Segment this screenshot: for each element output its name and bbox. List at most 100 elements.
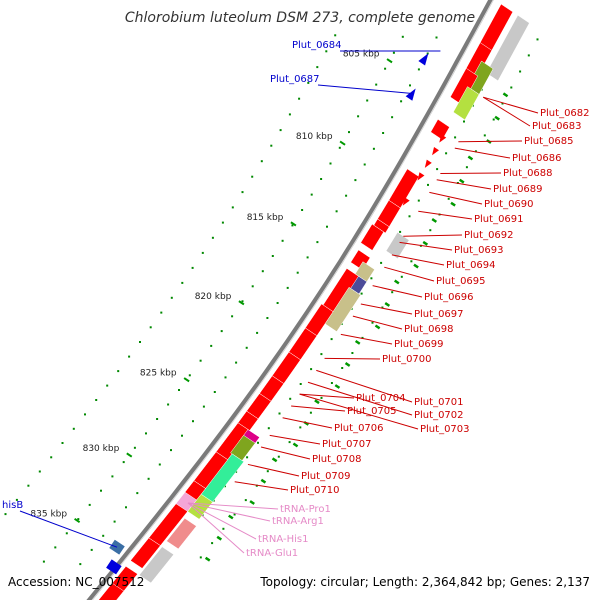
gc-skew-mark	[467, 155, 474, 161]
gc-content-dot	[267, 427, 270, 430]
trna-label[interactable]: tRNA-His1	[258, 534, 308, 545]
left-label-leader	[317, 84, 413, 94]
gc-skew-mark	[450, 201, 456, 207]
gc-content-dot	[271, 255, 274, 257]
gene-arrow-reverse[interactable]	[405, 86, 419, 101]
gc-content-dot	[354, 179, 357, 182]
gene-arrow-reverse[interactable]	[418, 51, 431, 66]
gc-skew-mark	[260, 478, 267, 484]
gc-content-dot	[246, 456, 249, 459]
right-gene-label[interactable]: Plut_0706	[334, 423, 384, 434]
right-label-leader	[403, 234, 463, 237]
right-gene-label[interactable]: Plut_0685	[524, 136, 574, 147]
right-label-leader	[483, 96, 539, 114]
gc-content-dot	[235, 361, 238, 364]
right-gene-label[interactable]: Plut_0701	[414, 397, 464, 408]
gene-feature[interactable]	[94, 582, 125, 600]
right-label-leader	[291, 405, 346, 412]
gc-content-dot	[392, 51, 395, 54]
gene-feature[interactable]	[373, 218, 390, 234]
gc-content-dot	[320, 178, 323, 180]
gene-feature[interactable]	[485, 14, 530, 82]
gc-content-dot	[361, 336, 364, 339]
gene-feature[interactable]	[385, 231, 410, 260]
right-gene-label[interactable]: Plut_0686	[512, 153, 562, 164]
gc-content-dot	[199, 556, 202, 559]
genome-backbone-highlight	[91, 0, 494, 600]
gene-arrow[interactable]	[437, 134, 447, 144]
right-gene-label[interactable]: Plut_0689	[493, 184, 543, 195]
right-gene-label[interactable]: Plut_0702	[414, 410, 464, 421]
right-gene-label[interactable]: Plut_0696	[424, 292, 474, 303]
gc-content-dot	[316, 66, 319, 69]
gc-content-dot	[330, 338, 333, 341]
gc-skew-mark	[431, 218, 438, 223]
scale-tick-label: 815 kbp	[247, 213, 284, 223]
right-gene-label[interactable]: Plut_0690	[484, 199, 534, 210]
right-gene-label[interactable]: Plut_0708	[312, 454, 362, 465]
gc-skew-mark	[384, 302, 391, 307]
right-gene-label[interactable]: Plut_0695	[436, 276, 486, 287]
gene-arrow[interactable]	[430, 146, 440, 157]
right-gene-label[interactable]: Plut_0683	[532, 121, 582, 132]
gc-content-dot	[299, 426, 302, 429]
right-label-leader	[247, 463, 300, 477]
right-gene-label[interactable]: Plut_0694	[446, 260, 496, 271]
left-gene-label[interactable]: hisB	[2, 500, 23, 511]
gc-content-dot	[221, 221, 224, 224]
trna-label[interactable]: tRNA-Glu1	[246, 548, 298, 559]
gene-feature[interactable]	[452, 86, 480, 121]
gc-content-dot	[330, 382, 333, 384]
right-label-leader	[269, 434, 321, 445]
right-gene-label[interactable]: Plut_0699	[394, 339, 444, 350]
gc-content-dot	[270, 144, 273, 147]
gc-content-dot	[125, 506, 127, 509]
right-gene-label[interactable]: Plut_0688	[503, 168, 553, 179]
gc-content-dot	[224, 376, 227, 379]
gc-content-dot	[245, 346, 248, 349]
gc-skew-mark	[413, 263, 419, 269]
right-gene-label[interactable]: Plut_0704	[356, 393, 406, 404]
gene-arrow[interactable]	[400, 197, 410, 207]
right-gene-label[interactable]: Plut_0682	[540, 108, 590, 119]
right-label-leader	[260, 446, 311, 460]
right-gene-label[interactable]: Plut_0703	[420, 424, 470, 435]
gc-content-dot	[375, 83, 378, 86]
left-gene-label[interactable]: Plut_0684	[292, 40, 342, 51]
right-gene-label[interactable]: Plut_0693	[454, 245, 504, 256]
gc-content-dot	[202, 405, 205, 408]
right-gene-label[interactable]: Plut_0698	[404, 324, 454, 335]
right-gene-label[interactable]: Plut_0697	[414, 309, 464, 320]
gc-content-dot	[341, 367, 344, 369]
gene-feature[interactable]	[138, 546, 175, 584]
gene-feature[interactable]	[360, 223, 385, 251]
hisB-feature[interactable]	[106, 559, 122, 575]
gc-content-dot	[399, 230, 402, 233]
right-gene-label[interactable]: Plut_0710	[290, 485, 340, 496]
gene-feature[interactable]	[166, 517, 197, 550]
gc-content-dot	[417, 68, 420, 71]
right-gene-label[interactable]: Plut_0700	[382, 354, 432, 365]
right-gene-label[interactable]: Plut_0692	[464, 230, 514, 241]
left-gene-label[interactable]: Plut_0687	[270, 74, 320, 85]
trna-label[interactable]: tRNA-Arg1	[272, 516, 324, 527]
right-gene-label[interactable]: Plut_0709	[301, 471, 351, 482]
gene-arrow[interactable]	[422, 159, 432, 170]
gene-feature[interactable]	[430, 118, 450, 141]
gc-content-dot	[306, 256, 309, 259]
right-label-leader	[234, 481, 289, 491]
genome-backbone	[86, 0, 494, 600]
gene-arrow[interactable]	[415, 172, 425, 182]
gc-content-dot	[210, 344, 213, 347]
gc-content-dot	[147, 477, 150, 480]
gc-content-dot	[251, 285, 254, 288]
right-gene-label[interactable]: Plut_0707	[322, 439, 372, 450]
gene-feature[interactable]	[130, 537, 161, 569]
gc-content-dot	[483, 134, 486, 137]
right-gene-label[interactable]: Plut_0691	[474, 214, 524, 225]
gc-content-dot	[289, 397, 292, 400]
gc-content-dot	[454, 136, 457, 139]
trna-label[interactable]: tRNA-Pro1	[280, 504, 331, 515]
right-gene-label[interactable]: Plut_0705	[347, 406, 397, 417]
